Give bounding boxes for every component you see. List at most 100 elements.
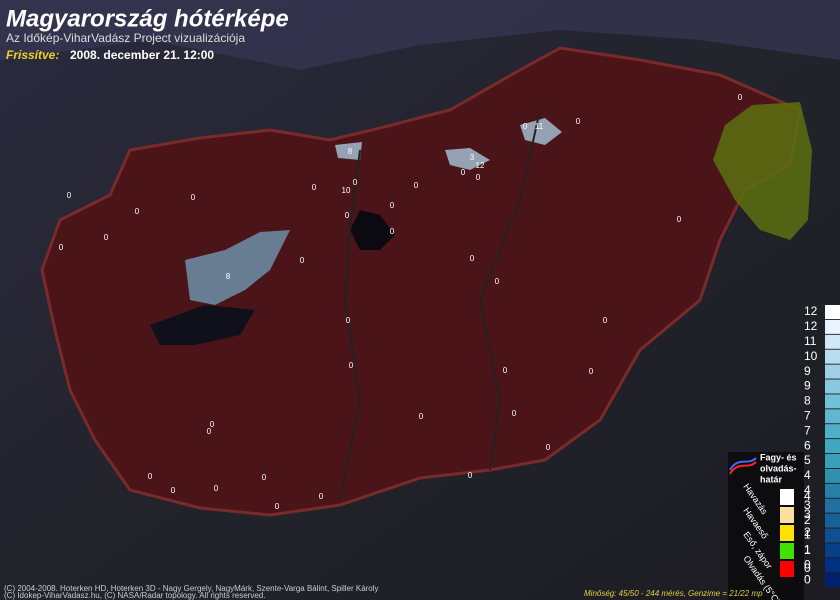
- station-value: 0: [191, 193, 196, 202]
- station-value: 0: [67, 191, 72, 200]
- band-swatch: [780, 489, 794, 505]
- station-value: 0: [414, 181, 419, 190]
- station-value: 3: [470, 153, 475, 162]
- station-value: 0: [104, 233, 109, 242]
- station-value: 0: [589, 367, 594, 376]
- station-value: 12: [476, 161, 485, 170]
- station-value: 0: [59, 243, 64, 252]
- scale-label: 4: [804, 483, 811, 497]
- scale-swatch: [825, 394, 840, 409]
- budapest: [350, 210, 395, 250]
- station-value: 0: [171, 486, 176, 495]
- station-value: 0: [312, 183, 317, 192]
- station-value: 0: [419, 412, 424, 421]
- band-swatch: [780, 507, 794, 523]
- scale-swatch: [825, 558, 840, 573]
- station-value: 0: [262, 473, 267, 482]
- scale-swatch: [825, 454, 840, 468]
- scale-swatch: [825, 528, 840, 543]
- scale-label: 5: [804, 453, 811, 467]
- snow-patch: [335, 118, 562, 170]
- band-value: 0: [804, 561, 811, 575]
- title: Magyarország hótérképe: [6, 5, 289, 32]
- station-value: 0: [214, 484, 219, 493]
- station-value: 11: [535, 122, 544, 131]
- scale-label: 7: [804, 408, 811, 422]
- scale-swatch: [825, 349, 840, 364]
- station-value: 0: [390, 201, 395, 210]
- hungary: [40, 46, 802, 517]
- station-value: 10: [342, 186, 351, 195]
- scale-label: 0: [804, 557, 811, 571]
- updated-label: Frissítve:: [6, 48, 59, 62]
- legend-boundary: olvadás-: [760, 463, 797, 473]
- station-value: 0: [135, 207, 140, 216]
- station-value: 0: [345, 211, 350, 220]
- scale-swatch: [825, 483, 840, 498]
- station-value: 0: [470, 254, 475, 263]
- scale-swatch: [825, 439, 840, 454]
- scale-label: 12: [804, 304, 818, 318]
- station-value: 8: [348, 147, 353, 156]
- scale-label: 9: [804, 379, 811, 393]
- lake-balaton: [150, 305, 255, 345]
- band-swatch: [780, 561, 794, 577]
- station-value: 0: [512, 409, 517, 418]
- band-value: 1: [804, 543, 811, 557]
- station-value: 0: [353, 178, 358, 187]
- scale-label: 10: [804, 349, 818, 363]
- station-value: 0: [210, 420, 215, 429]
- legend-boundary: határ: [760, 474, 783, 484]
- scale-label: 4: [804, 468, 811, 482]
- band-value: 3: [804, 507, 811, 521]
- scale-swatch: [825, 409, 840, 424]
- station-value: 0: [738, 93, 743, 102]
- scale-swatch: [825, 543, 840, 558]
- band-swatch: [780, 543, 794, 559]
- updated-time: 2008. december 21. 12:00: [70, 48, 214, 62]
- scale-label: 12: [804, 319, 818, 333]
- legend-boundary: Fagy- és: [760, 452, 797, 462]
- band-value: 4: [804, 489, 811, 503]
- boundary-icon: [729, 461, 757, 475]
- station-value: 0: [300, 256, 305, 265]
- station-value: 0: [148, 472, 153, 481]
- scale-swatch: [825, 573, 840, 588]
- scale-swatch: [825, 498, 840, 513]
- scale-label: 11: [804, 334, 817, 348]
- station-value: 0: [390, 227, 395, 236]
- station-value: 0: [677, 215, 682, 224]
- snow-patch: [185, 230, 290, 305]
- danube: [339, 149, 362, 501]
- scale-swatch: [825, 513, 840, 528]
- station-value: 0: [476, 173, 481, 182]
- station-value: 0: [523, 122, 528, 131]
- scale-label: 0: [804, 572, 811, 586]
- scale-label: 3: [804, 498, 811, 512]
- scale-swatch: [825, 319, 840, 334]
- scale-swatch: [825, 468, 840, 483]
- station-value: 0: [319, 492, 324, 501]
- station-value: 0: [346, 316, 351, 325]
- station-value: 0: [461, 168, 466, 177]
- quality: Minőség: 45/50 - 244 mérés, Genzime = 21…: [584, 589, 763, 598]
- scale-swatch: [825, 424, 840, 439]
- scale-swatch: [825, 305, 840, 319]
- station-value: 8: [226, 272, 231, 281]
- scale-label: 1: [804, 543, 811, 557]
- station-value: 0: [349, 361, 354, 370]
- scale-label: 2: [804, 513, 811, 527]
- scale-label: 6: [804, 438, 811, 452]
- scale-swatch: [825, 364, 840, 379]
- scale-swatch: [825, 334, 840, 349]
- boundary-icon: [729, 457, 757, 471]
- station-value: 0: [546, 443, 551, 452]
- station-value: 0: [468, 471, 473, 480]
- band-swatch: [780, 525, 794, 541]
- credits: (C) 2004-2008. Hoterken HD, Hoterken 3D …: [4, 584, 379, 593]
- scale-label: 8: [804, 394, 811, 408]
- station-value: 0: [495, 277, 500, 286]
